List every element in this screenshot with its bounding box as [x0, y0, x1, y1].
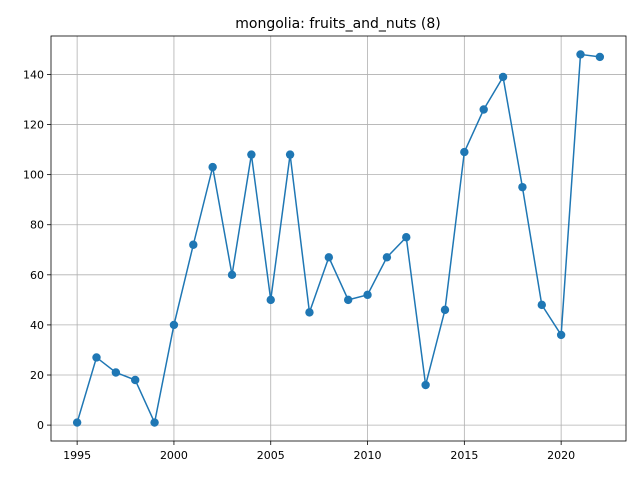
- data-point: [343, 295, 353, 305]
- data-point: [131, 375, 140, 385]
- data-point: [498, 72, 508, 82]
- data-point: [576, 50, 585, 59]
- data-point: [460, 147, 469, 157]
- y-tick-label: 120: [23, 119, 44, 132]
- y-tick-label: 20: [30, 369, 44, 382]
- series-line: [76, 53, 600, 426]
- data-point: [189, 240, 198, 249]
- y-tick-label: 80: [30, 219, 44, 232]
- series-layer: [72, 50, 605, 427]
- data-point: [595, 52, 605, 62]
- data-point: [72, 418, 82, 427]
- y-tick-label: 40: [30, 319, 44, 332]
- data-point: [556, 330, 566, 340]
- data-point: [479, 105, 488, 114]
- data-point: [518, 182, 527, 192]
- x-tick-label: 2000: [160, 449, 188, 462]
- data-point: [92, 353, 101, 362]
- data-point: [382, 253, 392, 262]
- x-tick-label: 2005: [257, 449, 285, 462]
- data-point: [440, 305, 450, 315]
- tick-layer: 1995 2000 2005 2010 2015 2020 0 20 40 60 80 100 120 1…: [23, 68, 575, 462]
- data-point: [266, 295, 275, 305]
- chart-title: mongolia: fruits_and_nuts (8): [235, 16, 440, 32]
- data-point: [305, 308, 314, 317]
- x-tick-label: 2010: [354, 449, 382, 462]
- data-point: [402, 233, 411, 242]
- data-point: [227, 270, 237, 280]
- y-tick-label: 60: [30, 269, 44, 282]
- data-point: [111, 368, 121, 377]
- x-tick-label: 2020: [547, 449, 575, 462]
- data-point: [421, 380, 430, 390]
- data-point: [169, 320, 179, 330]
- data-point: [150, 418, 159, 427]
- x-tick-label: 2015: [450, 449, 478, 462]
- y-tick-label: 100: [23, 169, 44, 182]
- data-point: [324, 253, 334, 262]
- y-tick-label: 140: [23, 68, 44, 81]
- data-point: [537, 300, 546, 310]
- data-point: [247, 150, 256, 159]
- data-point: [208, 162, 217, 172]
- x-tick-label: 1995: [63, 449, 91, 462]
- data-point: [285, 150, 295, 159]
- plot-frame: [50, 35, 627, 442]
- grid-layer: [51, 36, 626, 441]
- y-tick-label: 0: [37, 419, 44, 432]
- data-point: [363, 290, 372, 300]
